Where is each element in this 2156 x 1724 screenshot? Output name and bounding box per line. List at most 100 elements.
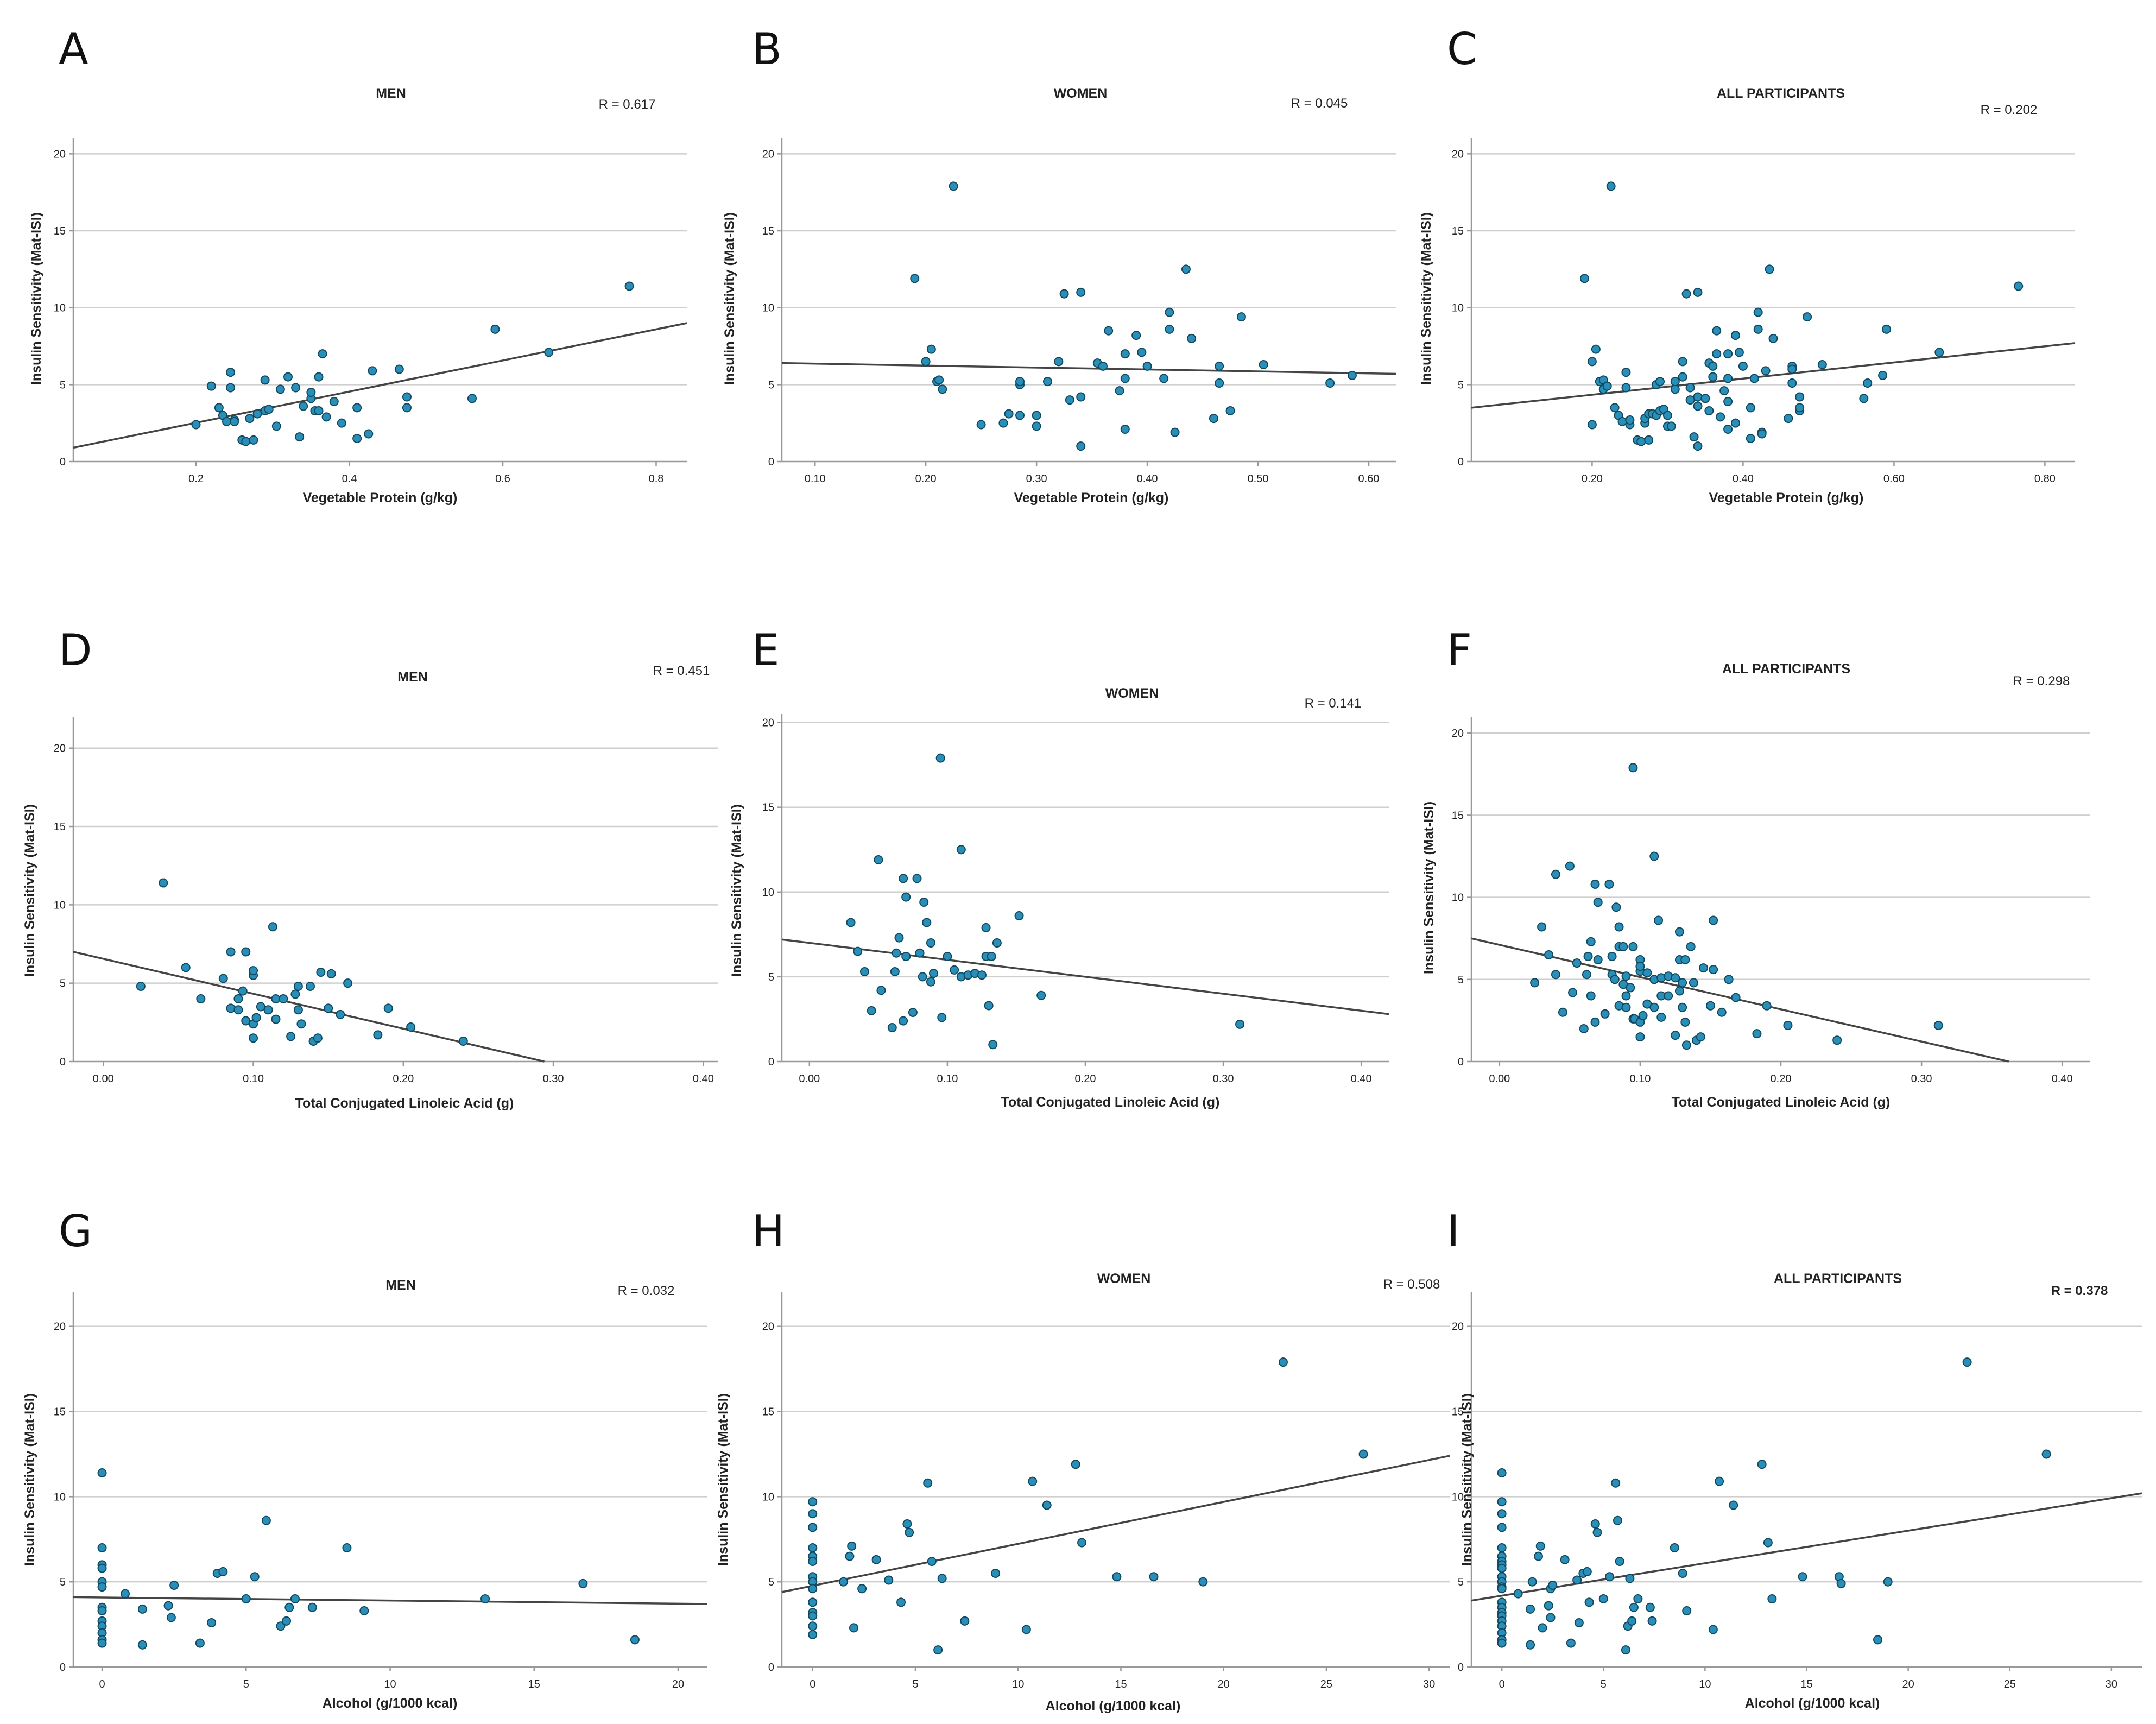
panel-g-data-point	[241, 1594, 251, 1604]
panel-b-data-point	[1165, 324, 1174, 334]
panel-i-data-point	[1574, 1618, 1584, 1627]
panel-g-data-point	[342, 1543, 352, 1552]
panel-e-data-point	[981, 923, 991, 932]
panel-e-y-tick-label: 5	[768, 971, 774, 983]
panel-h-data-point	[808, 1497, 818, 1507]
panel-d-x-tick-label: 0.20	[393, 1073, 414, 1085]
panel-i-data-point	[1592, 1527, 1602, 1537]
panel-i-data-point	[1615, 1557, 1624, 1567]
panel-d-y-tick-label: 10	[54, 899, 66, 911]
panel-e-x-tick-label: 0.40	[1351, 1073, 1372, 1085]
panel-b-data-point	[1236, 312, 1246, 322]
panel-f-data-point	[1551, 869, 1560, 879]
panel-c-y-axis-label: Insulin Sensitivity (Mat-ISI)	[1419, 212, 1434, 385]
panel-c-x-tick-label: 0.80	[2034, 473, 2056, 485]
panel-e-x-tick-label: 0.20	[1075, 1073, 1096, 1085]
panel-i-data-point	[1621, 1645, 1630, 1655]
panel-a-data-point	[241, 437, 251, 446]
panel-b-data-point	[1015, 377, 1025, 387]
panel-i-x-tick-label: 20	[1902, 1678, 1914, 1690]
panel-b-data-point	[910, 274, 920, 283]
panel-d-data-point	[226, 1003, 236, 1013]
panel-d-data-point	[296, 1019, 306, 1029]
panel-d-y-tick-label: 20	[54, 743, 66, 755]
panel-b-x-tick-label: 0.60	[1358, 473, 1380, 485]
panel-g-regression-line	[73, 1596, 707, 1605]
panel-a-x-tick-label: 0.6	[495, 473, 510, 485]
panel-e-data-point	[867, 1006, 876, 1015]
panel-c-data-point	[1859, 394, 1869, 403]
panel-g-title: MEN	[385, 1278, 416, 1293]
panel-g-data-point	[480, 1594, 490, 1604]
panel-f-data-point	[1709, 965, 1718, 975]
panel-c-data-point	[1731, 418, 1740, 428]
panel-f-data-point	[1689, 978, 1698, 988]
panel-f-x-tick-label: 0.40	[2052, 1073, 2073, 1085]
panel-e-data-point	[908, 1007, 918, 1017]
panel-e-data-point	[901, 951, 911, 961]
panel-h-data-point	[808, 1543, 818, 1552]
panel-c-data-point	[2014, 281, 2024, 291]
panel-c-y-tick-label: 0	[1458, 456, 1464, 468]
panel-i-data-point	[1544, 1601, 1553, 1611]
panel-i-data-point	[1546, 1613, 1556, 1622]
panel-b-data-point	[1120, 425, 1130, 434]
panel-e-data-point	[912, 874, 922, 883]
panel-c-data-point	[1731, 331, 1740, 340]
panel-d-x-tick-label: 0.40	[693, 1073, 714, 1085]
panel-b-x-tick-label: 0.40	[1137, 473, 1158, 485]
panel-d-data-point	[458, 1036, 468, 1046]
panel-d-data-point	[251, 1013, 261, 1022]
panel-d-data-point	[316, 967, 326, 977]
panel-a-data-point	[230, 416, 239, 426]
panel-i-data-point	[1497, 1584, 1507, 1594]
panel-d-x-tick-label: 0.30	[543, 1073, 564, 1085]
panel-g-x-tick-label: 0	[99, 1678, 105, 1690]
panel-g-data-point	[97, 1638, 107, 1648]
panel-g-x-tick-label: 20	[672, 1678, 684, 1690]
panel-d-data-point	[383, 1003, 393, 1013]
panel-i-data-point	[1497, 1468, 1507, 1477]
panel-d-data-point	[136, 981, 146, 991]
panel-f-data-point	[1626, 983, 1635, 993]
panel-g-data-point	[195, 1638, 205, 1648]
panel-h-y-axis-label: Insulin Sensitivity (Mat-ISI)	[716, 1393, 731, 1566]
panel-g-data-point	[97, 1563, 107, 1573]
panel-f-data-point	[1618, 942, 1628, 951]
panel-c-y-tick-label: 20	[1452, 148, 1464, 160]
panel-c-data-point	[1681, 289, 1691, 299]
panel-h-x-tick-label: 10	[1012, 1678, 1024, 1690]
panel-c-data-point	[1587, 357, 1597, 367]
panel-c-data-point	[1689, 432, 1699, 442]
panel-d-y-tick-label: 15	[54, 821, 66, 833]
panel-h-y-tick-label: 0	[768, 1662, 774, 1674]
panel-f-data-point	[1610, 975, 1620, 984]
panel-i-x-axis-label: Alcohol (g/1000 kcal)	[1745, 1696, 1880, 1711]
panel-a-data-point	[314, 372, 324, 382]
panel-e-data-point	[987, 951, 996, 961]
panel-c-data-point	[1670, 384, 1680, 394]
panel-h-x-tick-label: 0	[810, 1678, 815, 1690]
panel-f-data-point	[1678, 978, 1687, 988]
panel-e-data-point	[935, 753, 945, 763]
panel-h-data-point	[847, 1541, 857, 1551]
panel-f-data-point	[1649, 1002, 1659, 1012]
panel-b-data-point	[1076, 287, 1086, 297]
panel-d-x-tick-label: 0.10	[243, 1073, 264, 1085]
panel-e-letter: E	[752, 625, 780, 675]
panel-f-x-tick-label: 0.30	[1911, 1073, 1932, 1085]
panel-f-x-tick-label: 0.00	[1489, 1073, 1510, 1085]
panel-d-y-axis-label: Insulin Sensitivity (Mat-ISI)	[22, 804, 37, 977]
panel-b-y-axis-label: Insulin Sensitivity (Mat-ISI)	[722, 212, 737, 385]
panel-a-data-point	[467, 394, 477, 403]
panel-d-data-point	[159, 878, 168, 888]
panel-b-data-point	[1215, 361, 1224, 371]
panel-f-data-point	[1671, 973, 1680, 983]
panel-h-y-tick-label: 15	[762, 1406, 774, 1418]
panel-f-data-point	[1680, 1017, 1690, 1027]
panel-a-data-point	[364, 429, 374, 439]
panel-a-data-point	[283, 372, 293, 382]
panel-b-data-point	[1142, 361, 1152, 371]
panel-a-letter: A	[59, 24, 88, 74]
panel-h-data-point	[960, 1616, 970, 1626]
